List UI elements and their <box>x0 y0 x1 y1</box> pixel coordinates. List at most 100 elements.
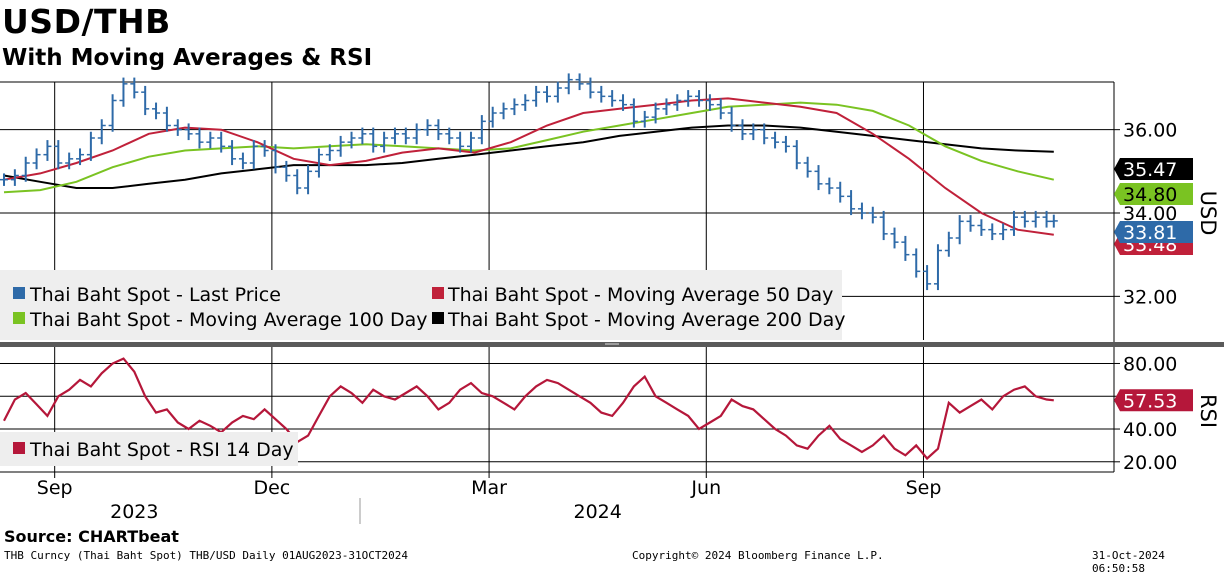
price-bar <box>847 190 856 216</box>
price-bar <box>651 102 660 124</box>
price-bar <box>86 131 95 161</box>
series-line-ma100 <box>3 101 1055 194</box>
price-bar <box>597 85 606 103</box>
price-bar <box>488 106 497 128</box>
price-bar <box>977 219 986 236</box>
legend-swatch-rsi <box>13 442 25 454</box>
price-bar <box>640 110 649 128</box>
rsi-legend: Thai Baht Spot - RSI 14 Day <box>0 432 298 466</box>
price-bar <box>532 85 541 107</box>
price-bar <box>293 169 302 195</box>
price-bar <box>890 227 899 249</box>
price-bar <box>988 223 997 241</box>
price-bar <box>564 73 573 95</box>
price-bar <box>54 140 63 170</box>
price-bar <box>206 131 215 149</box>
price-bar <box>43 140 52 161</box>
price-bar <box>65 152 74 170</box>
price-bar <box>249 140 258 170</box>
price-bar <box>999 223 1008 241</box>
legend-swatch-price <box>13 287 25 299</box>
price-bar <box>955 215 964 245</box>
rsi-axis-title: RSI <box>1196 394 1220 428</box>
source-note: Source: CHARTbeat <box>4 527 179 546</box>
price-bar <box>738 119 747 141</box>
price-bar <box>0 173 8 186</box>
chart-title: USD/THB <box>2 2 171 41</box>
price-bar <box>1020 210 1029 228</box>
price-bar <box>119 77 128 107</box>
rsi-tick-label: 40.00 <box>1123 419 1177 441</box>
price-bar <box>923 265 932 291</box>
price-bar <box>173 119 182 136</box>
price-bar <box>814 165 823 191</box>
x-year-label: 2024 <box>574 501 622 523</box>
price-bar <box>195 127 204 149</box>
price-bar <box>325 144 334 161</box>
last-value-tag-ma100-label: 34.80 <box>1123 184 1177 206</box>
price-bar <box>760 123 769 145</box>
price-bar <box>673 94 682 111</box>
footer-security-info: THB Curncy (Thai Baht Spot) THB/USD Dail… <box>4 549 408 562</box>
x-month-label: Dec <box>253 477 290 499</box>
rsi-tick-label: 20.00 <box>1123 452 1177 474</box>
price-bar <box>369 127 378 153</box>
price-bar <box>836 181 845 203</box>
price-bar <box>619 94 628 111</box>
price-bar <box>347 131 356 149</box>
price-bar <box>575 73 584 91</box>
price-tick-label: 34.00 <box>1123 203 1177 225</box>
series-line-rsi <box>3 357 1054 461</box>
legend-label-price: Thai Baht Spot - Last Price <box>29 284 281 306</box>
price-bar <box>912 248 921 278</box>
price-bar <box>1009 210 1018 236</box>
rsi-last-value-tags: 57.53 <box>1114 389 1193 412</box>
price-bar <box>238 152 247 170</box>
price-bar <box>97 119 106 145</box>
x-axis: Sep Dec Mar Jun Sep 2023 2024 <box>0 471 1114 524</box>
price-bar <box>695 90 704 107</box>
price-bar <box>358 127 367 145</box>
price-bar <box>76 148 85 166</box>
x-axis-month-labels: Sep Dec Mar Jun Sep <box>37 472 942 499</box>
price-bar <box>781 135 790 153</box>
price-bar <box>771 131 780 149</box>
legend-swatch-ma200 <box>432 312 444 324</box>
legend-label-ma100: Thai Baht Spot - Moving Average 100 Day <box>29 309 428 331</box>
price-tick-labels: 32.00 34.00 36.00 <box>1114 120 1177 308</box>
x-month-label: Jun <box>690 477 721 499</box>
price-bar <box>868 206 877 224</box>
price-bar <box>466 131 475 153</box>
price-bar <box>412 123 421 145</box>
price-bar <box>21 156 30 182</box>
price-bar <box>716 98 725 120</box>
price-bar <box>108 94 117 132</box>
series-line-ma200 <box>3 124 1054 189</box>
price-bar <box>1031 210 1040 228</box>
price-bar <box>705 94 714 111</box>
price-bar <box>445 127 454 145</box>
price-bar <box>521 94 530 111</box>
price-bar <box>586 77 595 99</box>
price-bar <box>390 127 399 145</box>
price-bar <box>944 231 953 257</box>
price-bar <box>499 102 508 120</box>
price-bar <box>260 140 269 157</box>
price-bar <box>608 90 617 107</box>
price-series-group <box>0 73 1058 291</box>
rsi-tick-label: 80.00 <box>1123 353 1177 375</box>
price-bar <box>933 244 942 291</box>
price-bar <box>380 131 389 153</box>
legend-swatch-ma100 <box>13 312 25 324</box>
x-year-label: 2023 <box>110 501 158 523</box>
last-value-tag-rsi: 57.53 <box>1114 389 1193 412</box>
price-bar <box>803 156 812 178</box>
x-month-label: Sep <box>906 477 942 499</box>
price-bar <box>477 115 486 145</box>
price-tick-label: 32.00 <box>1123 286 1177 308</box>
x-axis-year-labels: 2023 2024 <box>110 501 622 523</box>
price-bar <box>401 127 410 145</box>
price-legend-background <box>0 270 842 340</box>
